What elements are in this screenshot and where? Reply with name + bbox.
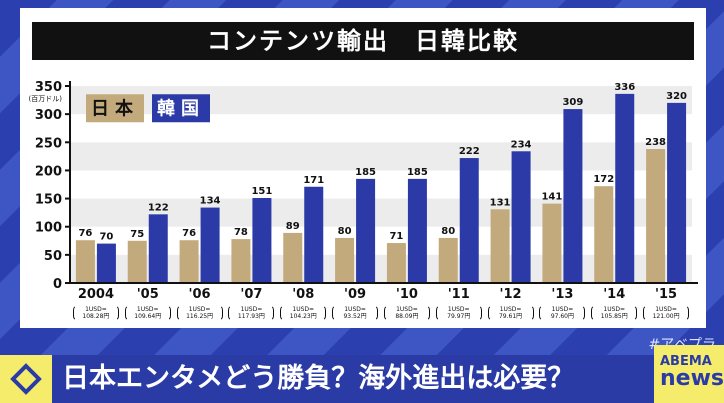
bar-japan — [490, 209, 510, 283]
y-tick-label: 200 — [35, 164, 62, 179]
bar-japan — [438, 237, 458, 283]
exchange-rate-label: 1USD= 105.85円 — [591, 305, 638, 321]
exchange-rate-label: 1USD= 79.61円 — [487, 305, 534, 321]
data-label: 336 — [614, 82, 635, 93]
data-label: 70 — [99, 232, 113, 243]
bar-japan — [594, 186, 614, 283]
bar-japan — [542, 203, 562, 283]
bar-korea — [252, 198, 272, 283]
legend-swatch — [152, 94, 210, 123]
bar-japan — [386, 243, 406, 283]
exchange-rate-label: 1USD= 88.09円 — [383, 305, 430, 321]
data-label: 309 — [562, 97, 583, 108]
data-label: 141 — [541, 192, 562, 203]
bar-korea — [356, 178, 376, 283]
bar-korea — [667, 102, 687, 283]
data-label: 78 — [234, 227, 248, 238]
grid-band — [70, 198, 692, 227]
bar-korea — [615, 93, 635, 283]
bar-japan — [231, 239, 251, 283]
bar-chart: 0 50 100 150 200 250 300 350(百万ドル) 76 70 2004 75 122… — [29, 80, 698, 302]
data-label: 122 — [148, 202, 169, 213]
bar-korea — [304, 186, 324, 283]
bar-japan — [127, 240, 147, 283]
x-tick-label: 2004 — [78, 287, 114, 302]
data-label: 234 — [511, 139, 532, 150]
bar-korea — [407, 178, 427, 283]
bar-korea — [511, 151, 531, 283]
x-tick-label: '12 — [500, 287, 522, 302]
data-label: 171 — [303, 175, 324, 186]
data-label: 71 — [389, 231, 403, 242]
x-tick-label: '11 — [448, 287, 470, 302]
data-label: 172 — [593, 174, 614, 185]
bar-japan — [646, 149, 666, 283]
exchange-rate-label: 1USD= 104.23円 — [280, 305, 327, 321]
x-tick-label: '08 — [292, 287, 314, 302]
y-tick-label: 50 — [44, 249, 62, 264]
abema-news-logo: ABEMA news/ — [654, 345, 724, 403]
exchange-rate-label: 1USD= 117.93円 — [228, 305, 275, 321]
data-label: 185 — [355, 167, 376, 178]
exchange-rate-label: 1USD= 116.25円 — [176, 305, 223, 321]
bar-japan — [335, 237, 355, 283]
data-label: 238 — [645, 137, 666, 148]
headline-banner: 日本エンタメどう勝負？海外進出は必要？ ABEMA news/ — [0, 345, 724, 403]
bar-japan — [283, 232, 303, 283]
data-label: 80 — [338, 226, 352, 237]
legend-swatch — [86, 94, 144, 123]
x-tick-label: '14 — [603, 287, 625, 302]
data-label: 80 — [441, 226, 455, 237]
bar-korea — [200, 207, 220, 283]
exchange-rate-label: 1USD= 108.28円 — [72, 305, 119, 321]
bar-korea — [459, 158, 479, 283]
data-label: 185 — [407, 167, 428, 178]
bar-korea — [563, 109, 583, 283]
bar-japan — [75, 240, 95, 283]
logo-line2: news/ — [660, 366, 724, 391]
legend-label: 日本 — [91, 97, 139, 119]
x-tick-label: '10 — [396, 287, 418, 302]
data-label: 76 — [182, 228, 196, 239]
data-label: 75 — [130, 229, 144, 240]
x-tick-label: '13 — [551, 287, 573, 302]
chart-panel: 0 50 100 150 200 250 300 350 (百万ドル) 76 70 2004 75 122… — [20, 8, 706, 328]
exchange-rate-label: 1USD= 79.97円 — [435, 305, 482, 321]
y-tick-label: 300 — [35, 108, 62, 123]
chart-title: コンテンツ輸出 日韓比較 — [32, 22, 694, 60]
x-tick-label: '06 — [189, 287, 211, 302]
x-tick-label: '15 — [655, 287, 677, 302]
bar-korea — [148, 214, 168, 283]
refresh-icon — [0, 355, 52, 403]
y-tick-label: 100 — [35, 221, 62, 236]
x-tick-label: '05 — [137, 287, 159, 302]
logo-line1: ABEMA — [660, 354, 712, 369]
bar-korea — [96, 243, 116, 283]
grid-band — [70, 142, 692, 171]
data-label: 134 — [200, 196, 221, 207]
headline-text: 日本エンタメどう勝負？海外進出は必要？ — [62, 363, 575, 394]
grid-band — [70, 254, 692, 283]
legend-label: 韓国 — [157, 97, 205, 119]
data-label: 320 — [666, 91, 687, 102]
data-label: 151 — [251, 186, 272, 197]
exchange-rate-label: 1USD= 97.60円 — [539, 305, 586, 321]
exchange-rate-label: 1USD= 109.64円 — [124, 305, 171, 321]
x-tick-label: '07 — [240, 287, 262, 302]
data-label: 89 — [286, 221, 300, 232]
y-tick-label: 0 — [53, 277, 62, 292]
y-tick-label: 350 — [35, 80, 62, 95]
y-tick-label: 150 — [35, 193, 62, 208]
exchange-rate-label: 1USD= 121.00円 — [643, 305, 690, 321]
data-label: 222 — [459, 146, 480, 157]
data-label: 76 — [78, 228, 92, 239]
exchange-rate-label: 1USD= 93.52円 — [332, 305, 379, 321]
y-axis-unit: (百万ドル) — [29, 95, 63, 103]
data-label: 131 — [490, 197, 511, 208]
bar-japan — [179, 240, 199, 283]
x-tick-label: '09 — [344, 287, 366, 302]
y-tick-label: 250 — [35, 136, 62, 151]
